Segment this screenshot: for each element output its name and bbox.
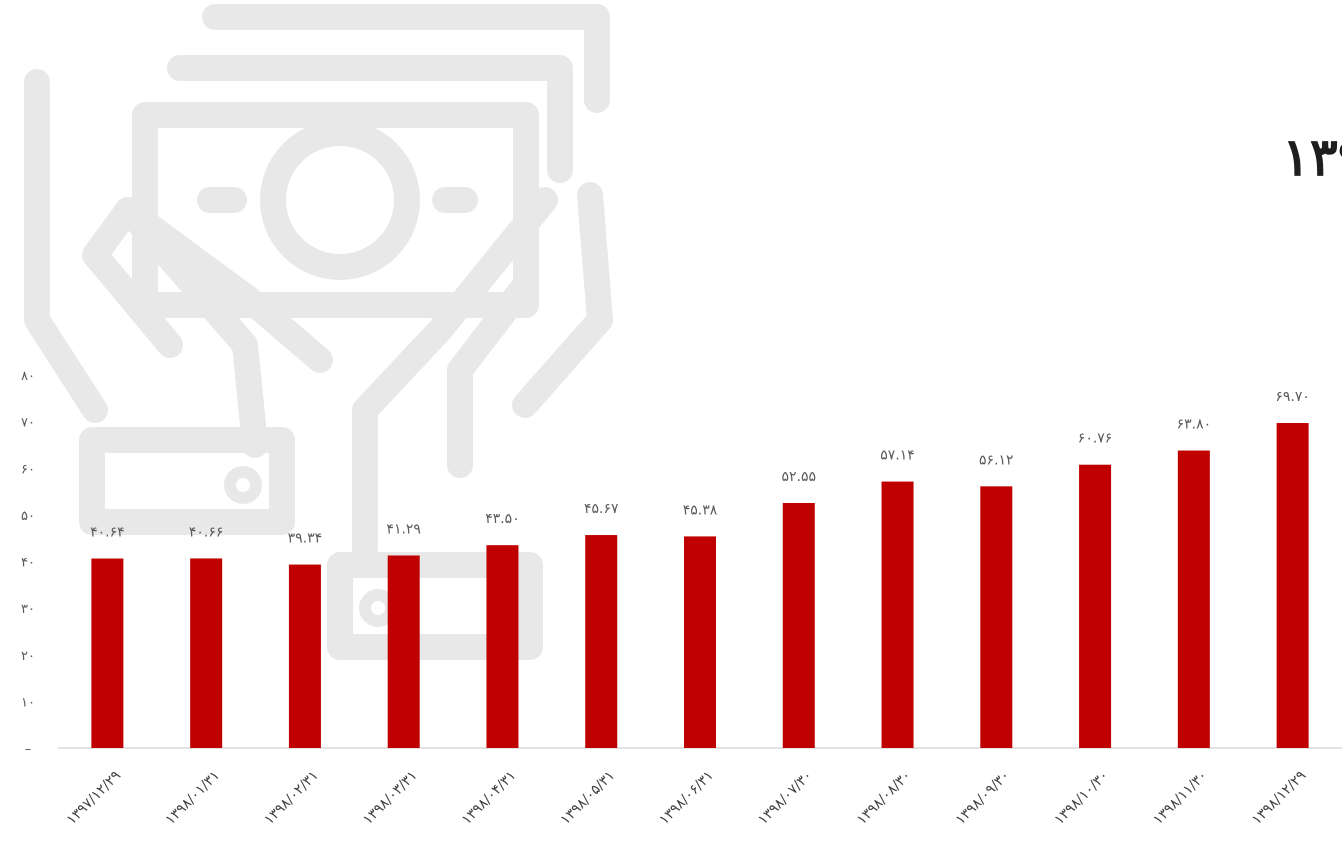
y-tick-label: ۲۰ xyxy=(21,649,35,664)
data-label: ۶۳.۸۰ xyxy=(1177,417,1212,433)
y-tick-label: ۸۰ xyxy=(21,369,35,384)
x-tick-label: ۱۳۹۸/۰۸/۳۰ xyxy=(854,768,915,829)
data-labels: ۴۰.۶۴ ۴۰.۶۶ ۳۹.۳۴ ۴۱.۲۹ ۴۳.۵۰ ۴۵.۶۷ ۴۵.۳۸ ۵۲.۵۵… xyxy=(90,389,1310,547)
bar xyxy=(387,555,420,748)
bar xyxy=(881,481,914,748)
x-tick-label: ۱۳۹۸/۰۳/۳۱ xyxy=(360,768,421,829)
x-tick-label: ۱۳۹۷/۱۲/۲۹ xyxy=(64,768,125,829)
x-tick-label: ۱۳۹۸/۱۱/۳۰ xyxy=(1150,768,1211,829)
bar xyxy=(585,535,618,748)
bar xyxy=(684,536,716,748)
x-tick-label: ۱۳۹۸/۱۲/۲۹ xyxy=(1249,768,1310,829)
x-tick-label: ۱۳۹۸/۰۶/۳۱ xyxy=(656,768,717,829)
x-tick-label: ۱۳۹۸/۰۲/۳۱ xyxy=(261,768,322,829)
data-label: ۶۰.۷۶ xyxy=(1078,431,1113,447)
bar xyxy=(1079,464,1112,748)
y-tick-label: ۶۰ xyxy=(21,462,35,477)
bars xyxy=(91,423,1309,748)
data-label: ۴۰.۶۶ xyxy=(189,524,224,540)
data-label: ۵۲.۵۵ xyxy=(782,469,817,485)
data-label: ۵۷.۱۴ xyxy=(880,448,915,464)
data-label: ۴۵.۳۸ xyxy=(683,502,718,518)
hands-holding-money-icon xyxy=(24,4,613,660)
x-tick-label: ۱۳۹۸/۰۵/۳۱ xyxy=(558,768,619,829)
y-tick-label: ۴۰ xyxy=(21,556,35,571)
x-tick-label: ۱۳۹۸/۱۰/۳۰ xyxy=(1051,768,1112,829)
bar xyxy=(1177,450,1210,748)
bar xyxy=(91,558,124,748)
x-tick-label: ۱۳۹۸/۰۷/۳۰ xyxy=(755,768,816,829)
x-tick-label: ۱۳۹۸/۰۱/۳۱ xyxy=(162,768,223,829)
data-label: ۳۹.۳۴ xyxy=(288,531,323,547)
y-tick-label: ۳۰ xyxy=(21,602,35,617)
bar xyxy=(190,558,223,748)
bar xyxy=(486,545,519,748)
y-tick-label: – xyxy=(25,742,32,757)
data-label: ۶۹.۷۰ xyxy=(1275,389,1310,405)
data-label: ۴۰.۶۴ xyxy=(90,525,125,541)
bar xyxy=(288,564,321,748)
x-tick-label: ۱۳۹۸/۰۴/۳۱ xyxy=(459,768,520,829)
data-label: ۴۱.۲۹ xyxy=(386,521,421,537)
bar xyxy=(1276,423,1309,748)
bar xyxy=(980,486,1013,748)
y-tick-label: ۷۰ xyxy=(21,416,35,431)
x-tick-label: ۱۳۹۸/۰۹/۳۰ xyxy=(953,768,1014,829)
data-label: ۴۳.۵۰ xyxy=(485,511,520,527)
y-tick-label: ۵۰ xyxy=(21,509,35,524)
chart-title: ۱۳۹ xyxy=(1282,132,1342,184)
data-label: ۴۵.۶۷ xyxy=(584,501,619,517)
data-label: ۵۶.۱۲ xyxy=(979,452,1014,468)
y-tick-label: ۱۰ xyxy=(21,695,35,710)
bar xyxy=(782,502,815,748)
